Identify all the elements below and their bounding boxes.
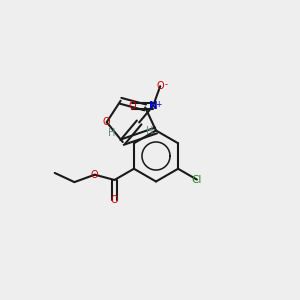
Text: O: O [103,117,110,127]
Text: +: + [155,100,162,109]
Text: O: O [91,170,99,180]
Text: -: - [164,80,167,89]
Text: N: N [149,101,158,111]
Text: O: O [128,101,136,111]
Text: H: H [108,128,116,138]
Text: H: H [146,127,154,136]
Text: Cl: Cl [192,175,202,184]
Text: O: O [156,81,164,91]
Text: O: O [111,195,118,206]
